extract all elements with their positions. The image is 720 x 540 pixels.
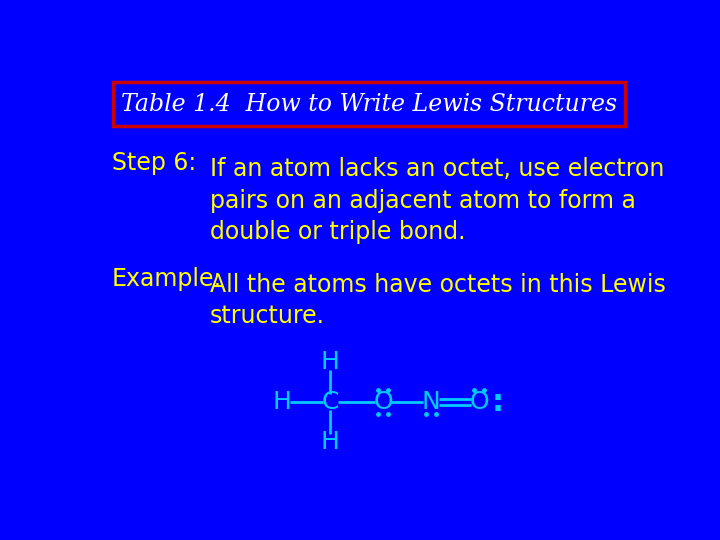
- Text: O: O: [373, 390, 393, 414]
- Text: O: O: [469, 390, 489, 414]
- Text: H: H: [273, 390, 292, 414]
- Text: N: N: [422, 390, 441, 414]
- Text: Table 1.4  How to Write Lewis Structures: Table 1.4 How to Write Lewis Structures: [121, 92, 617, 116]
- Text: :: :: [492, 388, 503, 416]
- Text: Step 6:: Step 6:: [112, 151, 196, 175]
- FancyBboxPatch shape: [113, 82, 625, 126]
- Text: H: H: [321, 430, 340, 454]
- Text: If an atom lacks an octet, use electron
pairs on an adjacent atom to form a
doub: If an atom lacks an octet, use electron …: [210, 157, 665, 245]
- Text: C: C: [322, 390, 339, 414]
- Text: All the atoms have octets in this Lewis
structure.: All the atoms have octets in this Lewis …: [210, 273, 666, 328]
- Text: H: H: [321, 350, 340, 374]
- Text: Example:: Example:: [112, 267, 222, 291]
